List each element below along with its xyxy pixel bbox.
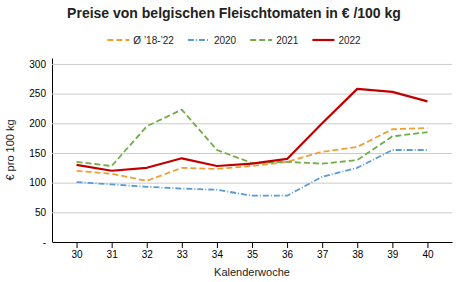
x-axis: 30 31 32 33 34 35 36 37 38 39 40 bbox=[53, 242, 453, 260]
x-tick: 34 bbox=[212, 242, 224, 260]
x-tick: 40 bbox=[422, 242, 434, 260]
chart: Preise von belgischen Fleischtomaten in … bbox=[0, 0, 468, 282]
x-axis-title: Kalenderwoche bbox=[214, 266, 290, 278]
y-tick: 250 bbox=[29, 88, 452, 99]
legend-swatch bbox=[188, 39, 210, 41]
y-axis: - 50 100 150 200 250 300 bbox=[29, 59, 452, 248]
x-tick-mark bbox=[112, 242, 113, 248]
legend-swatch bbox=[312, 39, 334, 41]
y-axis-title: € pro 100 kg bbox=[4, 119, 16, 180]
y-tick-label: - bbox=[43, 237, 46, 248]
x-tick-mark bbox=[322, 242, 323, 248]
x-tick-label: 36 bbox=[282, 249, 294, 260]
x-tick-mark bbox=[77, 242, 78, 248]
x-tick: 39 bbox=[387, 242, 399, 260]
x-tick-mark bbox=[287, 242, 288, 248]
x-tick: 31 bbox=[107, 242, 119, 260]
legend-item: Ø ’18-’22 bbox=[107, 35, 174, 46]
y-tick: 50 bbox=[35, 207, 452, 218]
series-line bbox=[77, 89, 428, 171]
x-tick-label: 38 bbox=[352, 249, 364, 260]
y-tick-label: 100 bbox=[29, 177, 46, 188]
x-tick-label: 31 bbox=[107, 249, 119, 260]
x-tick: 37 bbox=[317, 242, 329, 260]
x-tick: 32 bbox=[142, 242, 154, 260]
x-tick-mark bbox=[392, 242, 393, 248]
grid-line bbox=[52, 183, 452, 184]
x-tick-label: 34 bbox=[212, 249, 224, 260]
y-tick-label: 150 bbox=[29, 148, 46, 159]
x-tick: 33 bbox=[177, 242, 189, 260]
x-tick-mark bbox=[357, 242, 358, 248]
legend-swatch bbox=[107, 39, 129, 41]
x-tick-label: 32 bbox=[142, 249, 154, 260]
x-tick-mark bbox=[427, 242, 428, 248]
y-axis-line bbox=[52, 59, 53, 243]
title: Preise von belgischen Fleischtomaten in … bbox=[67, 5, 401, 21]
x-tick: 36 bbox=[282, 242, 294, 260]
x-tick-mark bbox=[182, 242, 183, 248]
y-tick-label: 300 bbox=[29, 59, 46, 70]
legend-item: 2020 bbox=[188, 35, 237, 46]
grid-line bbox=[52, 94, 452, 95]
y-tick-label: 250 bbox=[29, 88, 46, 99]
legend-swatch bbox=[250, 39, 272, 41]
legend-item: 2021 bbox=[250, 35, 299, 46]
legend-label: 2020 bbox=[214, 35, 237, 46]
x-tick-label: 35 bbox=[247, 249, 259, 260]
y-tick: 150 bbox=[29, 148, 452, 159]
grid-line bbox=[52, 153, 452, 154]
legend-label: 2022 bbox=[338, 35, 361, 46]
series-line bbox=[77, 128, 428, 181]
y-tick-label: 200 bbox=[29, 118, 46, 129]
x-tick: 30 bbox=[71, 242, 83, 260]
grid-line bbox=[52, 64, 452, 65]
y-tick: 200 bbox=[29, 118, 452, 129]
legend-label: Ø ’18-’22 bbox=[133, 35, 174, 46]
x-tick-mark bbox=[217, 242, 218, 248]
legend: Ø ’18-’22 2020 2021 2022 bbox=[107, 35, 361, 46]
series-line bbox=[77, 150, 428, 196]
x-tick-mark bbox=[147, 242, 148, 248]
lines bbox=[77, 89, 428, 196]
x-tick-label: 33 bbox=[177, 249, 189, 260]
y-tick: - bbox=[43, 237, 452, 248]
grid-line bbox=[52, 212, 452, 213]
x-tick-label: 37 bbox=[317, 249, 329, 260]
x-tick: 38 bbox=[352, 242, 364, 260]
x-tick-mark bbox=[252, 242, 253, 248]
y-tick: 300 bbox=[29, 59, 452, 70]
x-tick-label: 30 bbox=[71, 249, 83, 260]
x-tick-label: 40 bbox=[422, 249, 434, 260]
plot-area: - 50 100 150 200 250 300 30 31 32 33 34 35 36 37 38 39 40 bbox=[29, 59, 452, 261]
legend-label: 2021 bbox=[276, 35, 299, 46]
x-tick: 35 bbox=[247, 242, 259, 260]
y-tick-label: 50 bbox=[35, 207, 47, 218]
grid-line bbox=[52, 123, 452, 124]
legend-item: 2022 bbox=[312, 35, 361, 46]
series-line bbox=[77, 110, 428, 166]
x-tick-label: 39 bbox=[387, 249, 399, 260]
